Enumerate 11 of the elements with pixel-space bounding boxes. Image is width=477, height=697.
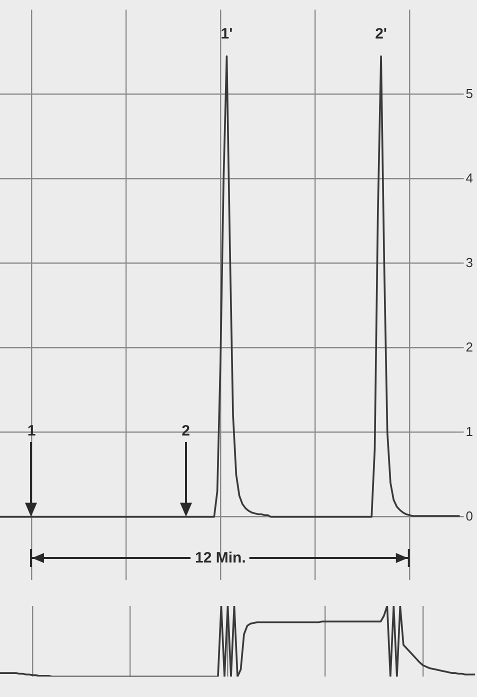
y-tick-label: 2: [466, 339, 474, 354]
y-tick-label: 4: [466, 170, 474, 186]
annotation: 1': [220, 26, 233, 43]
y-tick-label: 3: [466, 254, 474, 270]
y-tick-label: 5: [466, 86, 474, 101]
annotation: 2: [182, 422, 190, 440]
y-tick-label: 0: [466, 508, 474, 524]
annotation: 2': [375, 26, 388, 43]
y-tick-label: 1: [466, 424, 474, 439]
annotation: 1: [27, 422, 36, 440]
annotation: 12 Min.: [195, 549, 246, 566]
